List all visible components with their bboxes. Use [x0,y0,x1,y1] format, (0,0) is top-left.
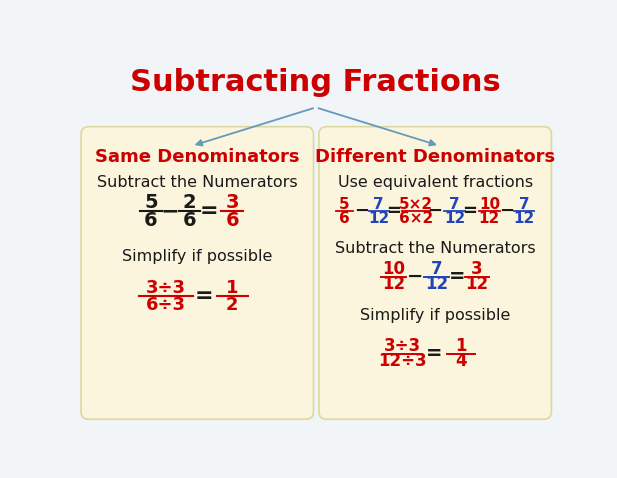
Text: 2: 2 [226,295,238,314]
Text: −: − [428,202,443,220]
Text: 3: 3 [471,260,483,278]
Text: 7: 7 [431,260,442,278]
Text: 6÷3: 6÷3 [146,295,186,314]
Text: 7: 7 [519,197,529,212]
Text: =: = [194,286,213,306]
Text: Simplify if possible: Simplify if possible [122,249,273,263]
Text: −: − [499,202,514,220]
Text: 3: 3 [225,193,239,212]
Text: −: − [407,267,423,286]
Text: −: − [354,202,369,220]
Text: 1: 1 [455,337,466,355]
Text: 7: 7 [373,197,384,212]
Text: −: − [161,201,180,221]
Text: 10: 10 [479,197,500,212]
Text: =: = [387,202,402,220]
Text: =: = [199,201,218,221]
Text: 5×2: 5×2 [399,197,433,212]
Text: 5: 5 [339,197,350,212]
Text: =: = [463,202,478,220]
Text: 2: 2 [183,193,196,212]
Text: 12: 12 [514,211,535,226]
Text: 12: 12 [425,275,449,293]
Text: Different Denominators: Different Denominators [315,149,555,166]
Text: Subtract the Numerators: Subtract the Numerators [335,241,536,256]
Text: 6: 6 [183,211,196,230]
Text: =: = [425,344,442,363]
Text: 4: 4 [455,352,466,370]
Text: 3÷3: 3÷3 [384,337,421,355]
Text: 6: 6 [144,211,157,230]
Text: Subtract the Numerators: Subtract the Numerators [97,175,297,190]
Text: 12÷3: 12÷3 [378,352,427,370]
Text: 5: 5 [144,193,157,212]
Text: 6×2: 6×2 [399,211,433,226]
Text: 12: 12 [382,275,405,293]
FancyBboxPatch shape [319,127,552,419]
Text: 10: 10 [382,260,405,278]
Text: 12: 12 [479,211,500,226]
Text: Same Denominators: Same Denominators [95,149,299,166]
Text: 12: 12 [368,211,389,226]
Text: 7: 7 [449,197,460,212]
Text: 6: 6 [339,211,350,226]
Text: Simplify if possible: Simplify if possible [360,308,510,323]
Text: 12: 12 [465,275,489,293]
Text: Subtracting Fractions: Subtracting Fractions [130,67,501,97]
Text: 1: 1 [226,279,238,296]
FancyBboxPatch shape [81,127,313,419]
Text: 3÷3: 3÷3 [146,279,186,296]
Text: 12: 12 [444,211,465,226]
Text: Use equivalent fractions: Use equivalent fractions [337,175,532,190]
Text: 6: 6 [225,211,239,230]
Text: =: = [449,267,465,286]
